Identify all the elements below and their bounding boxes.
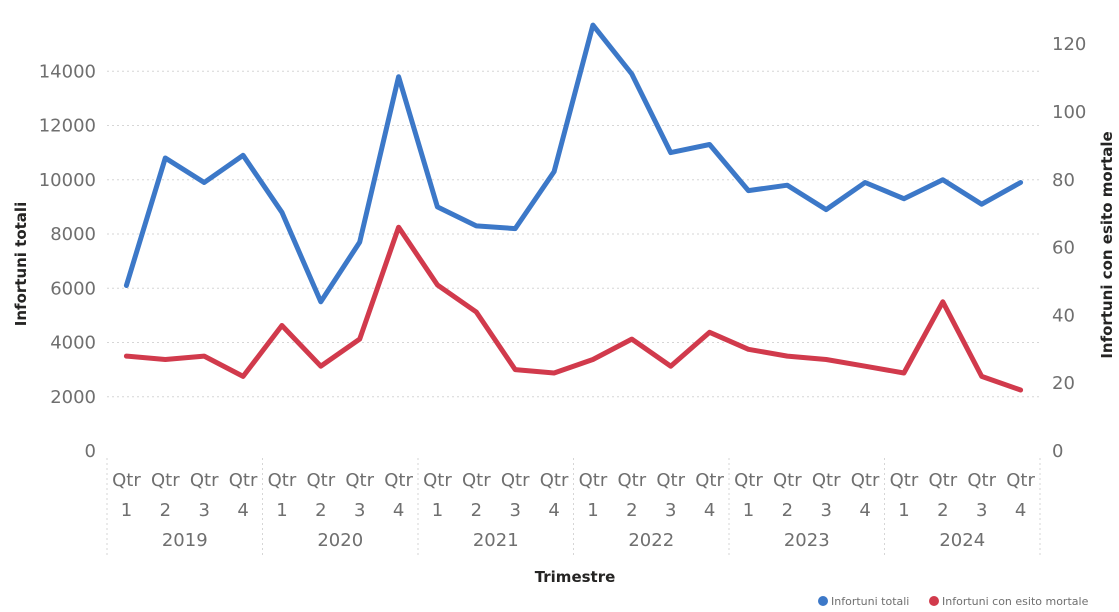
x-tick-quarter-number: 1 (276, 500, 287, 521)
x-tick-quarter-number: 1 (432, 500, 443, 521)
x-axis-title: Trimestre (535, 568, 616, 586)
x-tick-year: 2021 (473, 530, 519, 551)
legend-marker-infortuni-con-esito-mortale (929, 596, 939, 606)
x-tick-quarter-number: 3 (665, 500, 676, 521)
x-axis-ticks: Qtr 1 Qtr 2 Qtr 3 Qtr 4 2019 Qtr 1 Qtr 2 Qtr 3 Qtr 4 2020… (106, 458, 1041, 556)
y2-tick-label: 20 (1052, 373, 1075, 394)
y2-tick-label: 0 (1052, 441, 1063, 462)
x-tick-year: 2023 (784, 530, 830, 551)
y2-tick-label: 80 (1052, 170, 1075, 191)
legend: Infortuni totali Infortuni con esito mor… (818, 595, 1089, 608)
x-tick-quarter-prefix: Qtr (695, 470, 724, 491)
x-tick-quarter-number: 4 (859, 500, 870, 521)
x-tick-quarter-prefix: Qtr (306, 470, 335, 491)
x-tick-quarter-number: 2 (937, 500, 948, 521)
legend-label-infortuni-con-esito-mortale: Infortuni con esito mortale (942, 595, 1089, 608)
x-tick-quarter-prefix: Qtr (579, 470, 608, 491)
y-axis-right-title: Infortuni con esito mortale (1098, 131, 1116, 358)
y2-tick-label: 40 (1052, 305, 1075, 326)
x-tick-year: 2020 (317, 530, 363, 551)
legend-marker-infortuni-totali (818, 596, 828, 606)
x-tick-quarter-prefix: Qtr (268, 470, 297, 491)
series-line-infortuni-con-esito-mortale (123, 224, 1024, 393)
x-tick-quarter-number: 2 (160, 500, 171, 521)
y2-tick-label: 100 (1052, 102, 1086, 123)
x-tick-quarter-prefix: Qtr (967, 470, 996, 491)
x-tick-quarter-prefix: Qtr (345, 470, 374, 491)
y-tick-label: 8000 (50, 224, 96, 245)
y-axis-left-ticks: 0 2000 4000 6000 8000 10000 12000 14000 (39, 61, 96, 462)
y-tick-label: 0 (85, 441, 96, 462)
y-tick-label: 10000 (39, 170, 96, 191)
x-tick-quarter-prefix: Qtr (890, 470, 919, 491)
y-tick-label: 6000 (50, 278, 96, 299)
x-tick-quarter-prefix: Qtr (384, 470, 413, 491)
x-tick-year: 2019 (162, 530, 208, 551)
y-tick-label: 14000 (39, 61, 96, 82)
x-tick-quarter-number: 1 (587, 500, 598, 521)
x-tick-quarter-number: 1 (898, 500, 909, 521)
x-tick-quarter-prefix: Qtr (190, 470, 219, 491)
y-tick-label: 2000 (50, 387, 96, 408)
x-tick-quarter-prefix: Qtr (928, 470, 957, 491)
x-tick-quarter-prefix: Qtr (151, 470, 180, 491)
x-tick-quarter-prefix: Qtr (423, 470, 452, 491)
x-tick-quarter-number: 2 (626, 500, 637, 521)
x-tick-quarter-prefix: Qtr (656, 470, 685, 491)
x-tick-quarter-number: 3 (820, 500, 831, 521)
x-tick-quarter-prefix: Qtr (851, 470, 880, 491)
x-tick-quarter-number: 2 (782, 500, 793, 521)
y-axis-right-ticks: 0 20 40 60 80 100 120 (1052, 34, 1086, 462)
x-tick-quarter-number: 2 (315, 500, 326, 521)
x-tick-quarter-prefix: Qtr (617, 470, 646, 491)
x-tick-quarter-prefix: Qtr (812, 470, 841, 491)
x-tick-quarter-number: 1 (743, 500, 754, 521)
x-tick-quarter-number: 3 (509, 500, 520, 521)
x-tick-quarter-number: 3 (976, 500, 987, 521)
series-line-infortuni-totali (123, 22, 1024, 305)
x-tick-quarter-prefix: Qtr (1006, 470, 1035, 491)
x-tick-quarter-prefix: Qtr (773, 470, 802, 491)
x-tick-quarter-prefix: Qtr (112, 470, 141, 491)
x-tick-quarter-number: 1 (121, 500, 132, 521)
x-tick-quarter-number: 4 (393, 500, 404, 521)
x-tick-quarter-prefix: Qtr (501, 470, 530, 491)
x-tick-quarter-number: 3 (354, 500, 365, 521)
series-lines (123, 22, 1024, 393)
x-tick-quarter-number: 4 (237, 500, 248, 521)
y-tick-label: 4000 (50, 333, 96, 354)
x-tick-quarter-number: 3 (198, 500, 209, 521)
legend-label-infortuni-totali: Infortuni totali (831, 595, 909, 608)
x-tick-quarter-number: 4 (704, 500, 715, 521)
x-tick-quarter-number: 4 (1015, 500, 1026, 521)
y-tick-label: 12000 (39, 116, 96, 137)
x-tick-quarter-prefix: Qtr (462, 470, 491, 491)
x-tick-quarter-prefix: Qtr (229, 470, 258, 491)
y2-tick-label: 120 (1052, 34, 1086, 55)
x-tick-quarter-number: 2 (471, 500, 482, 521)
x-tick-year: 2022 (628, 530, 674, 551)
x-tick-quarter-prefix: Qtr (734, 470, 763, 491)
x-tick-quarter-prefix: Qtr (540, 470, 569, 491)
y2-tick-label: 60 (1052, 238, 1075, 259)
x-tick-quarter-number: 4 (548, 500, 559, 521)
x-tick-year: 2024 (939, 530, 985, 551)
gridlines (107, 70, 1040, 398)
y-axis-left-title: Infortuni totali (12, 202, 30, 326)
